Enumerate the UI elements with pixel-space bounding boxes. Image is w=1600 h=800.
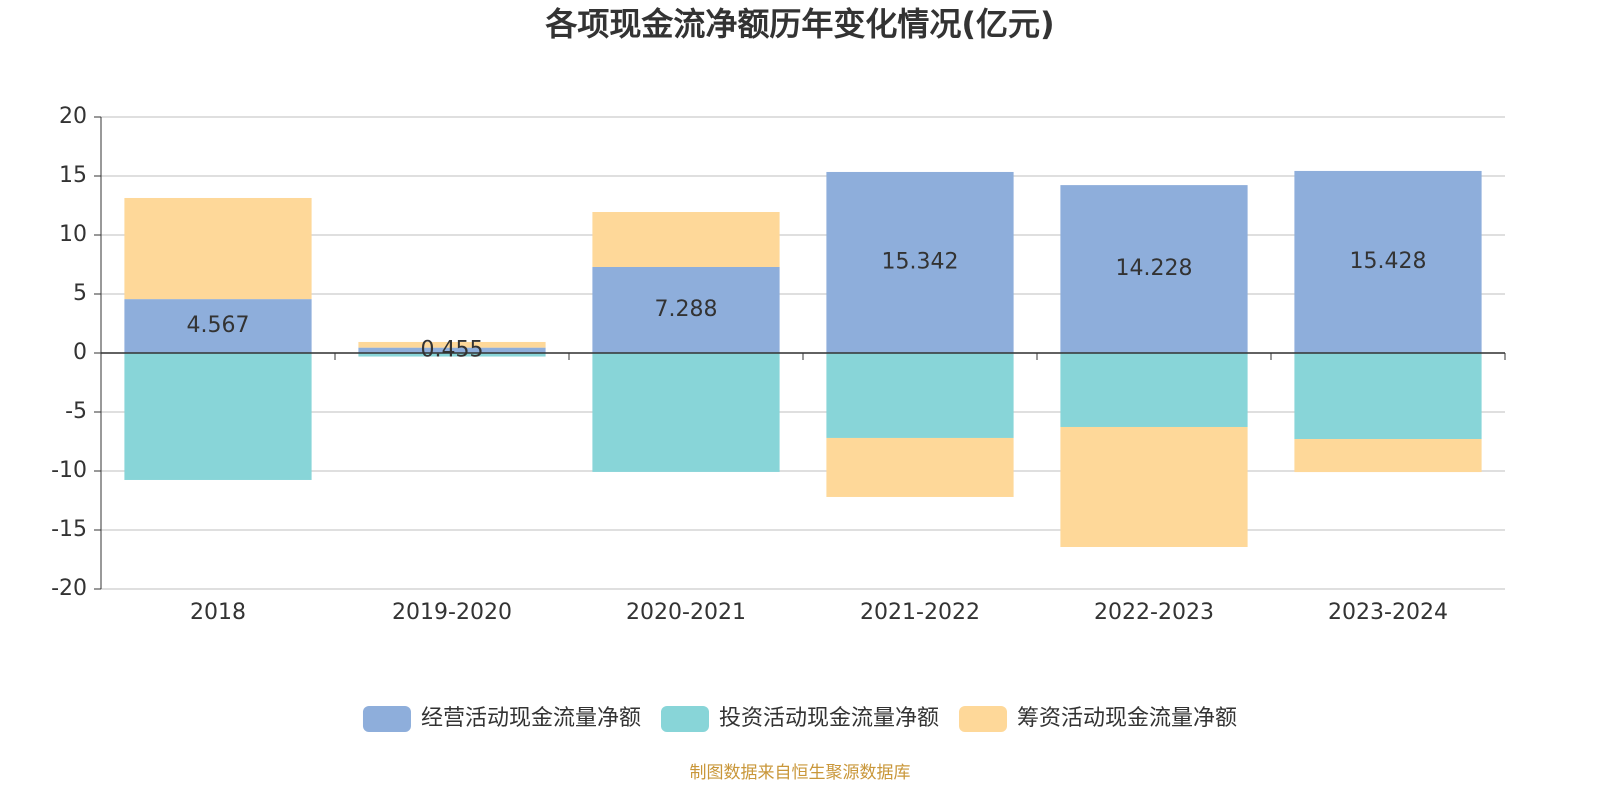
- value-label: 7.288: [655, 297, 718, 322]
- bar: [1060, 353, 1248, 427]
- y-tick-label: -10: [51, 458, 87, 483]
- bar: [1060, 426, 1248, 547]
- y-tick-label: 10: [59, 222, 87, 247]
- bar: [1294, 353, 1482, 440]
- x-tick-label: 2019-2020: [392, 600, 512, 625]
- y-tick-label: 15: [59, 163, 87, 188]
- bar: [592, 212, 780, 268]
- bar: [826, 437, 1014, 497]
- legend-label: 筹资活动现金流量净额: [1017, 706, 1237, 731]
- source-note: 制图数据来自恒生聚源数据库: [690, 763, 911, 783]
- value-label: 0.455: [421, 337, 484, 362]
- x-tick-label: 2023-2024: [1328, 600, 1448, 625]
- y-tick-label: -15: [51, 517, 87, 542]
- bar: [826, 353, 1014, 438]
- x-tick-label: 2020-2021: [626, 600, 746, 625]
- value-label: 15.342: [882, 249, 959, 274]
- bar: [592, 267, 780, 353]
- value-label: 15.428: [1350, 249, 1427, 274]
- x-tick-label: 2018: [190, 600, 246, 625]
- value-label: 4.567: [187, 313, 250, 338]
- bar: [358, 353, 546, 357]
- value-label: 14.228: [1116, 256, 1193, 281]
- x-tick-label: 2021-2022: [860, 600, 980, 625]
- bar: [592, 353, 780, 472]
- bar: [1060, 185, 1248, 353]
- bar: [1294, 170, 1482, 353]
- legend-swatch: [660, 706, 709, 732]
- bar: [124, 197, 312, 300]
- legend-swatch: [959, 706, 1008, 732]
- bar: [358, 341, 546, 348]
- y-tick-label: -5: [65, 399, 87, 424]
- legend-label: 投资活动现金流量净额: [719, 706, 939, 731]
- bar: [1294, 439, 1482, 473]
- y-tick-label: -20: [51, 576, 87, 601]
- y-tick-label: 5: [73, 281, 87, 306]
- y-tick-label: 20: [59, 104, 87, 129]
- legend-label: 经营活动现金流量净额: [421, 706, 641, 731]
- bar: [358, 347, 546, 353]
- y-tick-label: 0: [73, 340, 87, 365]
- legend-swatch: [362, 706, 411, 732]
- bar: [124, 299, 312, 353]
- legend: 经营活动现金流量净额 投资活动现金流量净额 筹资活动现金流量净额: [362, 706, 1237, 732]
- chart-title: 各项现金流净额历年变化情况(亿元): [545, 5, 1054, 43]
- bar: [124, 353, 312, 480]
- bar: [826, 171, 1014, 353]
- bars: [124, 170, 1482, 547]
- x-tick-label: 2022-2023: [1094, 600, 1214, 625]
